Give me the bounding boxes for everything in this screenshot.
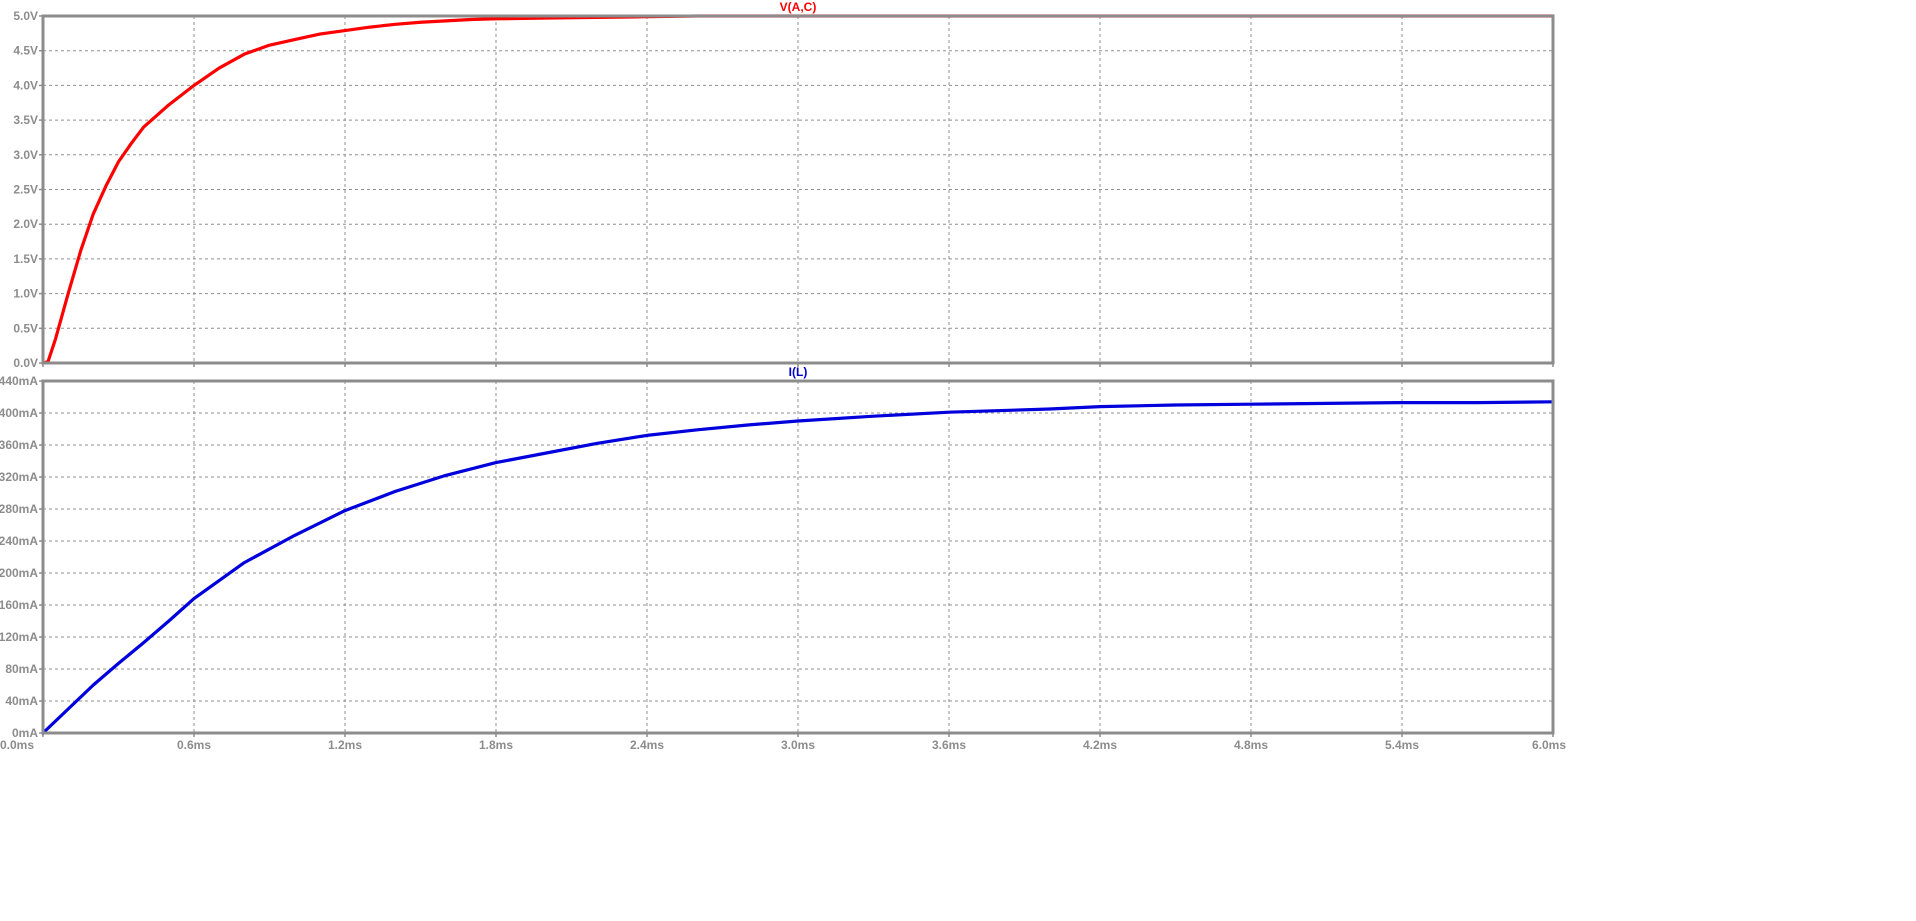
- current-y-tick-label: 80mA: [5, 662, 38, 676]
- current-y-tick-label: 360mA: [0, 438, 38, 452]
- current-y-tick-label: 280mA: [0, 502, 38, 516]
- voltage-y-tick-label: 4.5V: [13, 44, 38, 58]
- voltage-y-tick-label: 0.0V: [13, 356, 38, 370]
- voltage-trace-title[interactable]: V(A,C): [780, 0, 817, 14]
- x-tick-label: 6.0ms: [1532, 738, 1566, 752]
- voltage-y-tick-label: 1.0V: [13, 287, 38, 301]
- current-y-tick-label: 320mA: [0, 470, 38, 484]
- voltage-pane[interactable]: 0.0V 0.5V 1.0V 1.5V 2.0V 2.5V 3.0V 3.5V 4.0V 4.5V…: [13, 0, 1555, 370]
- voltage-y-tick-label: 5.0V: [13, 9, 38, 23]
- current-y-tick-label: 40mA: [5, 694, 38, 708]
- current-y-tick-label: 440mA: [0, 374, 38, 388]
- x-tick-label: 5.4ms: [1385, 738, 1419, 752]
- current-y-tick-label: 400mA: [0, 406, 38, 420]
- current-y-ticks: 0mA 40mA 80mA 120mA 160mA 200mA 240mA 280mA 320m…: [0, 374, 43, 740]
- x-tick-label: 4.2ms: [1083, 738, 1117, 752]
- voltage-y-tick-label: 3.0V: [13, 148, 38, 162]
- x-tick-label: 3.0ms: [781, 738, 815, 752]
- x-tick-label: 0.6ms: [177, 738, 211, 752]
- current-y-tick-label: 120mA: [0, 630, 38, 644]
- voltage-y-tick-label: 0.5V: [13, 321, 38, 335]
- voltage-y-tick-label: 2.5V: [13, 183, 38, 197]
- current-y-tick-label: 200mA: [0, 566, 38, 580]
- current-trace[interactable]: [41, 400, 1555, 735]
- voltage-y-tick-label: 4.0V: [13, 78, 38, 92]
- current-y-tick-label: 240mA: [0, 534, 38, 548]
- voltage-y-tick-label: 2.0V: [13, 217, 38, 231]
- x-tick-label: 4.8ms: [1234, 738, 1268, 752]
- x-tick-label: 2.4ms: [630, 738, 664, 752]
- current-y-tick-label: 0mA: [12, 726, 38, 740]
- voltage-y-tick-label: 1.5V: [13, 252, 38, 266]
- current-trace-title[interactable]: I(L): [789, 365, 808, 379]
- voltage-pane-frame: [41, 14, 1555, 365]
- x-tick-label: 1.2ms: [328, 738, 362, 752]
- voltage-grid: [43, 16, 1553, 363]
- x-tick-label: 3.6ms: [932, 738, 966, 752]
- current-x-ticks: 0.0ms 0.6ms 1.2ms 1.8ms 2.4ms 3.0ms 3.6ms 4.2ms…: [0, 733, 1566, 752]
- current-y-tick-label: 160mA: [0, 598, 38, 612]
- voltage-y-ticks: 0.0V 0.5V 1.0V 1.5V 2.0V 2.5V 3.0V 3.5V 4.0V 4.5V…: [13, 9, 43, 370]
- x-tick-label: 1.8ms: [479, 738, 513, 752]
- current-pane-frame: [41, 379, 1555, 735]
- current-grid: [43, 381, 1553, 733]
- voltage-y-tick-label: 3.5V: [13, 113, 38, 127]
- x-tick-label: 0.0ms: [0, 738, 34, 752]
- current-pane[interactable]: 0mA 40mA 80mA 120mA 160mA 200mA 240mA 280mA 320m…: [0, 365, 1566, 752]
